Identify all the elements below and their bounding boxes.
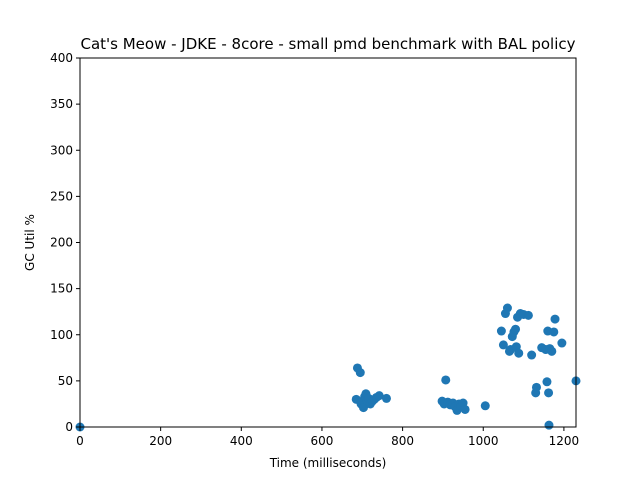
y-tick-label: 350: [50, 97, 73, 111]
x-tick-label: 1200: [549, 434, 580, 448]
x-tick-label: 0: [76, 434, 84, 448]
data-point: [496, 326, 506, 336]
y-tick-label: 100: [50, 328, 73, 342]
x-tick-label: 600: [310, 434, 333, 448]
data-point: [460, 404, 470, 414]
x-tick-label: 400: [230, 434, 253, 448]
data-point: [358, 403, 368, 413]
data-point: [355, 368, 365, 378]
data-point: [502, 303, 512, 313]
chart-title: Cat's Meow - JDKE - 8core - small pmd be…: [80, 35, 575, 53]
x-axis: 0 200 400 600 800 1000 1200: [76, 427, 579, 448]
data-point: [523, 310, 533, 320]
y-tick-label: 300: [50, 143, 73, 157]
y-tick-label: 50: [58, 374, 73, 388]
data-point: [374, 391, 384, 401]
data-point: [542, 377, 552, 387]
y-tick-label: 0: [65, 420, 73, 434]
y-axis-label: GC Util %: [23, 214, 37, 271]
x-axis-label: Time (milliseconds): [269, 456, 387, 470]
data-point: [498, 340, 508, 350]
data-point: [441, 375, 451, 385]
data-point: [544, 420, 554, 430]
y-tick-label: 250: [50, 189, 73, 203]
data-point: [549, 327, 559, 337]
data-point: [531, 382, 541, 392]
data-point: [480, 401, 490, 411]
x-tick-label: 800: [391, 434, 414, 448]
plot-frame: [79, 57, 577, 428]
y-tick-label: 400: [50, 51, 73, 65]
data-point: [557, 338, 567, 348]
x-tick-label: 1000: [468, 434, 499, 448]
data-point: [550, 314, 560, 324]
data-point: [381, 393, 391, 403]
x-tick-label: 200: [149, 434, 172, 448]
y-axis: 0 50 100 150 200 250 300 350 400: [50, 51, 80, 434]
data-point: [547, 346, 557, 356]
points-layer: [75, 303, 581, 432]
data-point: [544, 388, 554, 398]
data-point: [527, 350, 537, 360]
plot-area: [80, 58, 576, 427]
y-tick-label: 200: [50, 236, 73, 250]
data-point: [514, 348, 524, 358]
y-tick-label: 150: [50, 282, 73, 296]
data-point: [511, 324, 521, 334]
